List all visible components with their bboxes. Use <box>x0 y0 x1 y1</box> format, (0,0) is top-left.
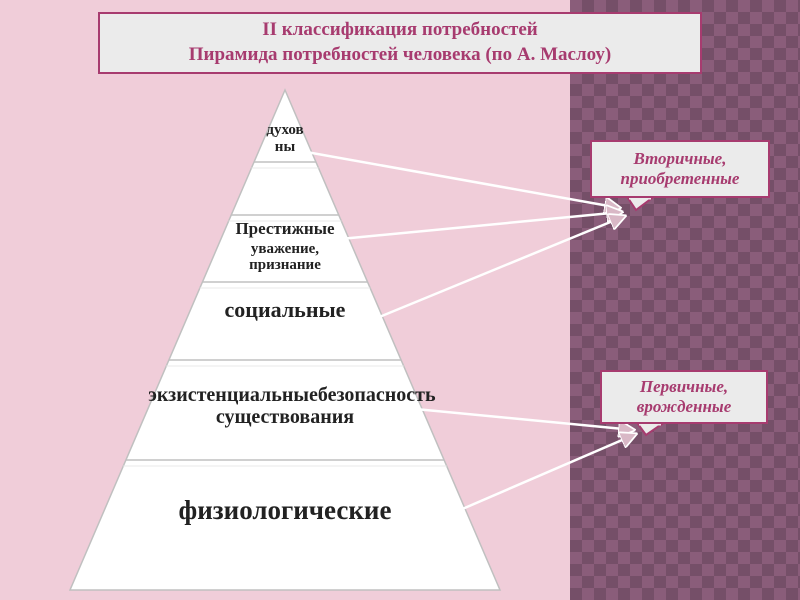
pyramid-level-main-2: социальные <box>185 298 385 322</box>
background-right-checker <box>570 0 800 600</box>
title-box: II классификация потребностей Пирамида п… <box>98 12 702 74</box>
callout-primary: Первичные, врожденные <box>600 370 768 424</box>
pyramid-level-main-3: экзистенциальныебезопасность существован… <box>148 384 421 428</box>
pyramid-level-main-4: физиологические <box>100 496 470 526</box>
pyramid-level-2: социальные <box>185 298 385 322</box>
title-line-1: II классификация потребностей <box>262 18 538 43</box>
callout-secondary: Вторичные, приобретенные <box>590 140 770 198</box>
pyramid-level-3: экзистенциальныебезопасность существован… <box>148 384 421 428</box>
pyramid-labels: духовны Престижные уважение, признание соци… <box>70 90 500 590</box>
pyramid-level-1: Престижные уважение, признание <box>219 220 351 274</box>
pyramid-level-0: духовны <box>261 122 308 155</box>
pyramid-level-main-0: духовны <box>263 122 307 155</box>
pyramid-level-main-1: Престижные <box>219 220 351 239</box>
pyramid-level-sub-1: уважение, признание <box>219 241 351 274</box>
title-line-2: Пирамида потребностей человека (по А. Ма… <box>189 43 611 68</box>
pyramid-level-4: физиологические <box>100 496 470 526</box>
